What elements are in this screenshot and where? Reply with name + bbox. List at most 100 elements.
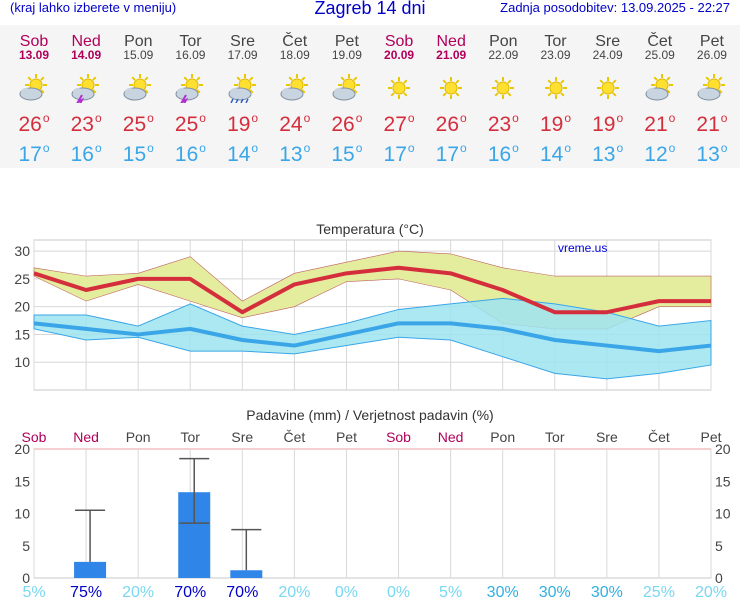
x-tick-label: Čet	[283, 429, 305, 445]
precip-probability: 25%	[643, 584, 675, 600]
min-temp: 16o	[174, 141, 206, 166]
max-temp: 24o	[279, 111, 311, 136]
day-date: 17.09	[227, 48, 258, 62]
max-temp: 19o	[592, 111, 624, 136]
day-date: 23.09	[540, 48, 571, 62]
y-tick-label: 30	[14, 243, 30, 259]
min-temp: 14o	[227, 141, 259, 166]
last-update: Zadnja posodobitev: 13.09.2025 - 22:27	[500, 0, 730, 15]
watermark: vreme.us	[558, 241, 607, 255]
precip-probability: 70%	[174, 584, 206, 600]
x-tick-label: Pet	[700, 429, 721, 445]
max-temp: 21o	[644, 111, 676, 136]
day-date: 18.09	[279, 48, 310, 62]
max-temp: 26o	[18, 111, 50, 136]
sun-icon	[382, 73, 416, 103]
day-date: 16.09	[175, 48, 206, 62]
max-temp: 25o	[174, 111, 206, 136]
day-name: Sob	[19, 33, 49, 50]
x-tick-label: Čet	[648, 429, 670, 445]
precip-bar	[74, 561, 107, 578]
max-temp: 26o	[435, 111, 467, 136]
min-temp: 15o	[122, 141, 154, 166]
max-temp: 23o	[70, 111, 102, 136]
day-date: 15.09	[123, 48, 154, 62]
y-tick-label-left: 20	[14, 441, 30, 457]
day-name: Pon	[124, 33, 153, 50]
day-name: Pet	[699, 33, 724, 50]
menu-hint: (kraj lahko izberete v meniju)	[10, 0, 177, 15]
day-date: 21.09	[436, 48, 467, 62]
day-date: 25.09	[644, 48, 675, 62]
min-temp: 17o	[383, 141, 415, 166]
day-name: Čet	[647, 33, 673, 50]
day-name: Sre	[230, 33, 256, 50]
y-tick-label-right: 5	[715, 538, 723, 554]
y-tick-label: 25	[14, 271, 30, 287]
day-date: 22.09	[488, 48, 519, 62]
max-temp: 26o	[331, 111, 363, 136]
y-tick-label: 15	[14, 326, 30, 342]
min-temp: 13o	[279, 141, 311, 166]
y-tick-label-left: 0	[22, 570, 30, 586]
sun-icon	[434, 73, 468, 103]
x-tick-label: Sob	[22, 429, 47, 445]
y-tick-label: 20	[14, 299, 30, 315]
min-temp: 13o	[592, 141, 624, 166]
min-temp: 13o	[696, 141, 728, 166]
x-tick-label: Pet	[336, 429, 357, 445]
sun-cloud-icon	[695, 73, 729, 103]
day-name: Ned	[71, 33, 101, 50]
day-date: 26.09	[696, 48, 727, 62]
sun-thunder-icon	[173, 73, 207, 105]
sun-cloud-icon	[121, 73, 155, 103]
min-temp: 16o	[487, 141, 519, 166]
x-tick-label: Tor	[181, 429, 201, 445]
precip-probability: 0%	[387, 584, 410, 600]
max-temp: 25o	[122, 111, 154, 136]
day-name: Ned	[436, 33, 466, 50]
max-temp: 19o	[227, 111, 259, 136]
max-temp: 23o	[487, 111, 519, 136]
y-tick-label-left: 15	[14, 473, 30, 489]
y-tick-label-left: 10	[14, 506, 30, 522]
x-tick-label: Pon	[490, 429, 515, 445]
day-name: Čet	[282, 33, 308, 50]
sun-icon	[591, 73, 625, 103]
y-tick-label-right: 0	[715, 570, 723, 586]
day-date: 13.09	[18, 48, 50, 62]
day-date: 20.09	[384, 48, 415, 62]
precip-bar	[230, 570, 263, 578]
sun-cloud-icon	[17, 73, 51, 103]
forecast-charts: Temperatura (°C) 10 15 20 25 30 vreme.us Padavi…	[14, 221, 731, 600]
max-temp: 19o	[539, 111, 572, 136]
precip-probability: 20%	[695, 584, 727, 600]
day-name: Pet	[334, 33, 359, 50]
sun-cloud-icon	[278, 73, 312, 103]
precip-probability: 20%	[122, 584, 154, 600]
precip-probability: 5%	[22, 584, 45, 600]
x-tick-label: Ned	[438, 429, 464, 445]
sun-thunder-icon	[69, 73, 103, 105]
day-name: Tor	[544, 33, 567, 50]
min-temp: 15o	[331, 141, 363, 166]
min-temp: 17o	[18, 141, 50, 166]
x-tick-label: Tor	[545, 429, 565, 445]
precip-probability: 5%	[439, 584, 462, 600]
day-name: Tor	[179, 33, 202, 50]
precip-probability: 75%	[70, 584, 102, 600]
precip-probability: 30%	[539, 584, 571, 600]
precip-probability: 30%	[591, 584, 623, 600]
max-temp: 27o	[383, 111, 415, 136]
temperature-chart-title: Temperatura (°C)	[316, 221, 424, 237]
min-temp: 14o	[539, 141, 572, 166]
y-tick-label-right: 10	[715, 506, 731, 522]
sun-icon	[539, 73, 573, 103]
min-temp: 17o	[435, 141, 467, 166]
day-name: Pon	[489, 33, 518, 50]
precip-chart-title: Padavine (mm) / Verjetnost padavin (%)	[246, 407, 493, 423]
day-date: 24.09	[592, 48, 623, 62]
day-name: Sob	[384, 33, 414, 50]
day-name: Sre	[595, 33, 621, 50]
min-temp: 12o	[644, 141, 676, 166]
